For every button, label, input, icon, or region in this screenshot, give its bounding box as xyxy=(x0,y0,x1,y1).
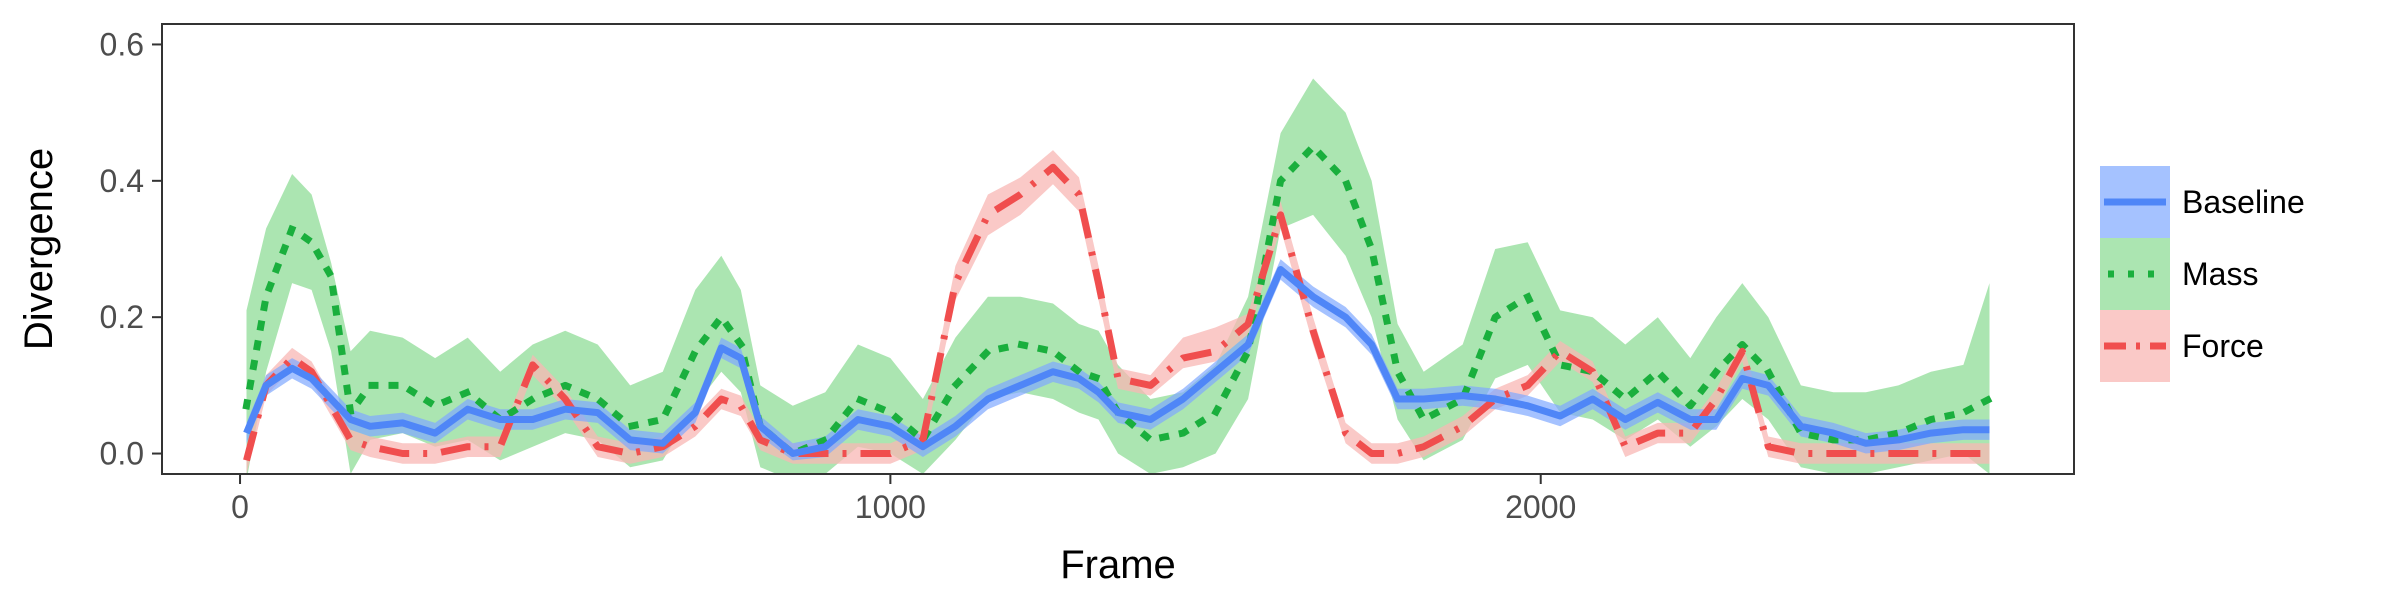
legend: Baseline Mass Force xyxy=(2100,166,2305,382)
plot-panel-border xyxy=(161,23,2075,475)
series-line-baseline xyxy=(243,266,1990,457)
y-tick-label: 0.2 xyxy=(100,299,144,335)
x-tick-label: 0 xyxy=(231,489,249,525)
legend-label-mass: Mass xyxy=(2182,256,2258,292)
legend-label-force: Force xyxy=(2182,328,2264,364)
y-tick-label: 0.0 xyxy=(100,436,144,472)
x-axis-title: Frame xyxy=(1060,543,1176,587)
x-axis: 0 1000 2000 xyxy=(231,474,1576,525)
y-tick-label: 0.6 xyxy=(100,26,144,62)
band-baseline xyxy=(246,259,1990,461)
series-line-force xyxy=(243,163,1990,462)
series-lines xyxy=(242,143,1995,462)
x-tick-label: 2000 xyxy=(1505,489,1576,525)
y-axis-title: Divergence xyxy=(17,148,61,350)
legend-label-baseline: Baseline xyxy=(2182,184,2305,220)
y-axis: 0.0 0.2 0.4 0.6 xyxy=(100,26,162,472)
x-tick-label: 1000 xyxy=(855,489,926,525)
y-tick-label: 0.4 xyxy=(100,163,144,199)
